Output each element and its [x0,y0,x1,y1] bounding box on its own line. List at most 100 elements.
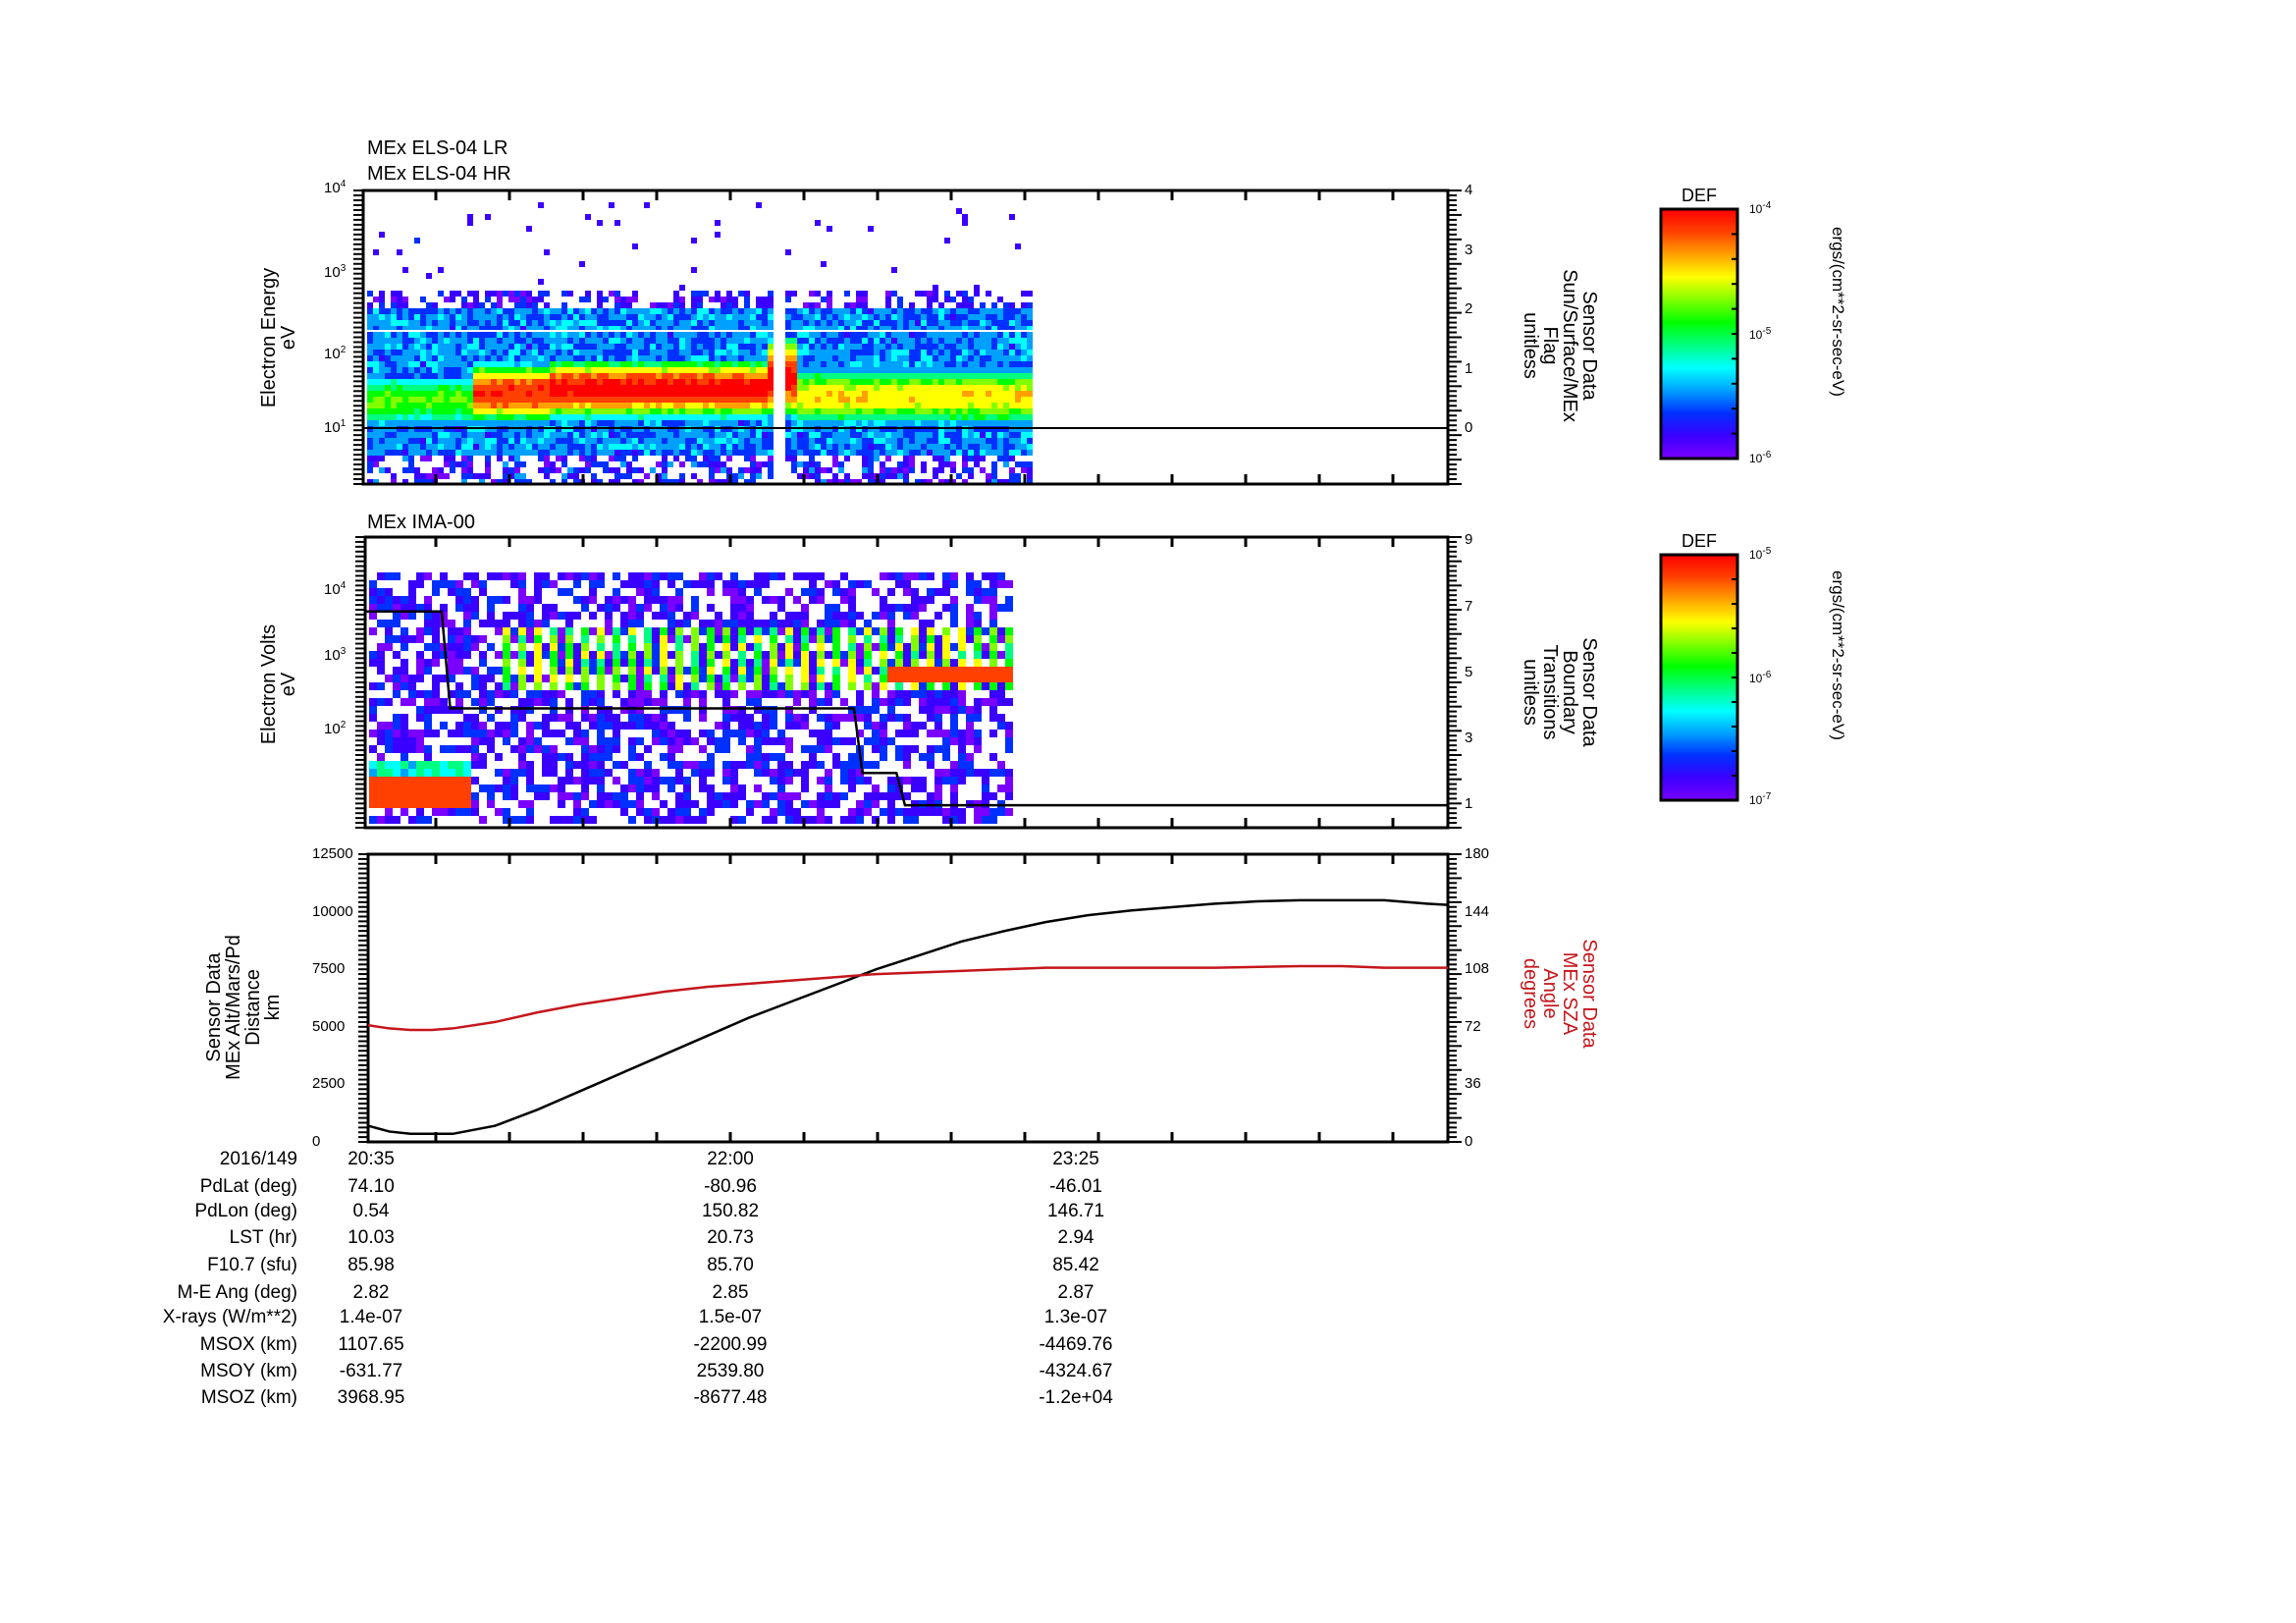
info-row-value: -2200.99 [693,1334,768,1355]
panel3-rlabel-line1: Sensor Data [1578,939,1600,1049]
panel3-rlabel-line3: Angle [1539,968,1561,1019]
axis-tick-label: 0 [1465,419,1473,436]
colorbar2-title: DEF [1682,531,1717,551]
info-row-value: 1.4e-07 [339,1307,403,1327]
p1-ytick-1e3: 103 [324,263,347,281]
axis-tick-label: 72 [1465,1017,1481,1035]
info-row-label: MSOY (km) [200,1361,297,1381]
date-label: 2016/149 [219,1149,297,1169]
panel1-axes [353,189,1462,486]
info-row-value: 2.85 [712,1282,749,1303]
axis-tick-label: 180 [1465,845,1490,862]
panel3-ylabel-line2: MEx Alt/Mars/Pd [223,935,244,1080]
info-row-value: -4324.67 [1039,1361,1113,1381]
panel2-axes [355,535,1462,830]
axis-tick-label: 3 [1465,241,1473,258]
info-row-value: 85.42 [1052,1255,1099,1275]
info-row-label: MSOX (km) [199,1334,297,1355]
panel1-ylabel-line2: eV [278,325,299,351]
panel3-ylabel-line3: Distance [242,969,264,1046]
info-row-value: -8677.48 [693,1387,768,1408]
panel2-ylabel-line2: eV [278,672,299,697]
info-row-value: -1.2e+04 [1039,1387,1113,1408]
axis-tick-label: 36 [1465,1075,1481,1093]
time-label-0: 20:35 [347,1149,395,1169]
panel2-ylabel-right: Sensor Data Boundary Transitions unitles… [1517,604,1600,781]
colorbar1-title: DEF [1682,186,1717,205]
panel2-title: MEx IMA-00 [367,512,476,533]
info-row-value: 1.3e-07 [1043,1307,1108,1327]
p2-ytick-1e4: 104 [324,580,347,598]
axis-tick-label: 1 [1465,795,1473,813]
panel1-ylabel-line1: Electron Energy [258,267,280,408]
colorbars [1659,207,1739,802]
axis-tick-label: 108 [1465,960,1490,978]
panel1-title-line2: MEx ELS-04 HR [367,163,511,185]
panel2-rlabel-line3: Transitions [1539,644,1561,740]
info-row-value: 2.87 [1057,1282,1095,1303]
colorbar1-max: 10-4 [1749,200,1772,216]
colorbar1-unit: ergs/(cm**2-sr-sec-eV) [1829,227,1847,397]
panel2-ylabel-line1: Electron Volts [258,623,280,745]
panel2-rlabel-line4: unitless [1520,659,1541,726]
p1-ytick-1e1: 101 [324,418,347,436]
panel2-rlabel-line2: Boundary [1559,650,1580,734]
time-label-2: 23:25 [1052,1149,1099,1169]
axis-tick-label: 5000 [312,1017,346,1035]
info-row-label: PdLat (deg) [199,1176,297,1197]
axis-tick-label: 0 [312,1133,321,1150]
colorbar2-mid: 10-6 [1749,670,1772,685]
info-row-value: 150.82 [701,1201,760,1221]
colorbar1-min: 10-6 [1749,450,1772,465]
info-row-label: F10.7 (sfu) [207,1255,297,1275]
panel3-rlabel-line4: degrees [1520,957,1541,1030]
info-row-value: 2539.80 [696,1361,765,1381]
info-row-value: -46.01 [1049,1176,1102,1197]
info-row-value: 0.54 [352,1201,390,1221]
axis-tick-label: 144 [1465,902,1490,920]
axis-tick-label: 7500 [312,960,346,978]
panel3-ylabel-right: Sensor Data MEx SZA Angle degrees [1517,915,1600,1072]
axis-tick-label: 2 [1465,300,1473,317]
info-row-value: -4469.76 [1039,1334,1113,1355]
info-row-value: 74.10 [347,1176,395,1197]
panel2-rlabel-line1: Sensor Data [1578,637,1600,747]
panel2-ylabel: Electron Volts eV [258,606,302,763]
info-row-value: 85.70 [707,1255,754,1275]
p1-ytick-1e2: 102 [324,345,347,362]
axis-tick-label: 10000 [312,902,353,920]
info-row-value: 1107.65 [338,1334,404,1355]
panel2-spectrogram [369,572,1013,824]
panel1-rlabel-line4: unitless [1520,312,1541,379]
info-row-value: 2.94 [1057,1227,1095,1248]
panel3-ylabel-line1: Sensor Data [203,952,225,1062]
time-label-1: 22:00 [707,1149,754,1169]
axis-tick-label: 3 [1465,730,1473,747]
info-row-value: 3968.95 [337,1387,405,1408]
info-row-label: PdLon (deg) [194,1201,297,1221]
colorbar1-mid: 10-5 [1749,326,1772,342]
panel1-spectrogram [367,202,1033,485]
panel1-ylabel: Electron Energy eV [258,249,302,426]
p1-ytick-1e4: 104 [324,179,347,196]
axis-tick-label: 2500 [312,1075,346,1093]
colorbar2-min: 10-7 [1749,791,1772,807]
panel3-lines [367,898,1449,1136]
axis-tick-label: 5 [1465,663,1473,680]
panel1-rlabel-line2: Sun/Surface/MEx [1559,269,1580,422]
panel3-axes [358,852,1462,1144]
info-row-value: 146.71 [1046,1201,1105,1221]
info-row-label: MSOZ (km) [200,1387,297,1408]
info-row-value: -80.96 [704,1176,757,1197]
colorbar2-max: 10-5 [1749,546,1772,562]
panel1-ylabel-right: Sensor Data Sun/Surface/MEx Flag unitles… [1517,247,1600,444]
info-row-value: 2.82 [352,1282,390,1303]
p2-ytick-1e2: 102 [324,720,347,737]
info-row-label: LST (hr) [229,1227,297,1248]
info-row-label: X-rays (W/m**2) [162,1307,297,1327]
panel1-title-line1: MEx ELS-04 LR [367,137,508,159]
info-row-value: 20.73 [707,1227,754,1248]
p2-ytick-1e3: 103 [324,646,347,664]
panel1-rlabel-line1: Sensor Data [1578,291,1600,401]
